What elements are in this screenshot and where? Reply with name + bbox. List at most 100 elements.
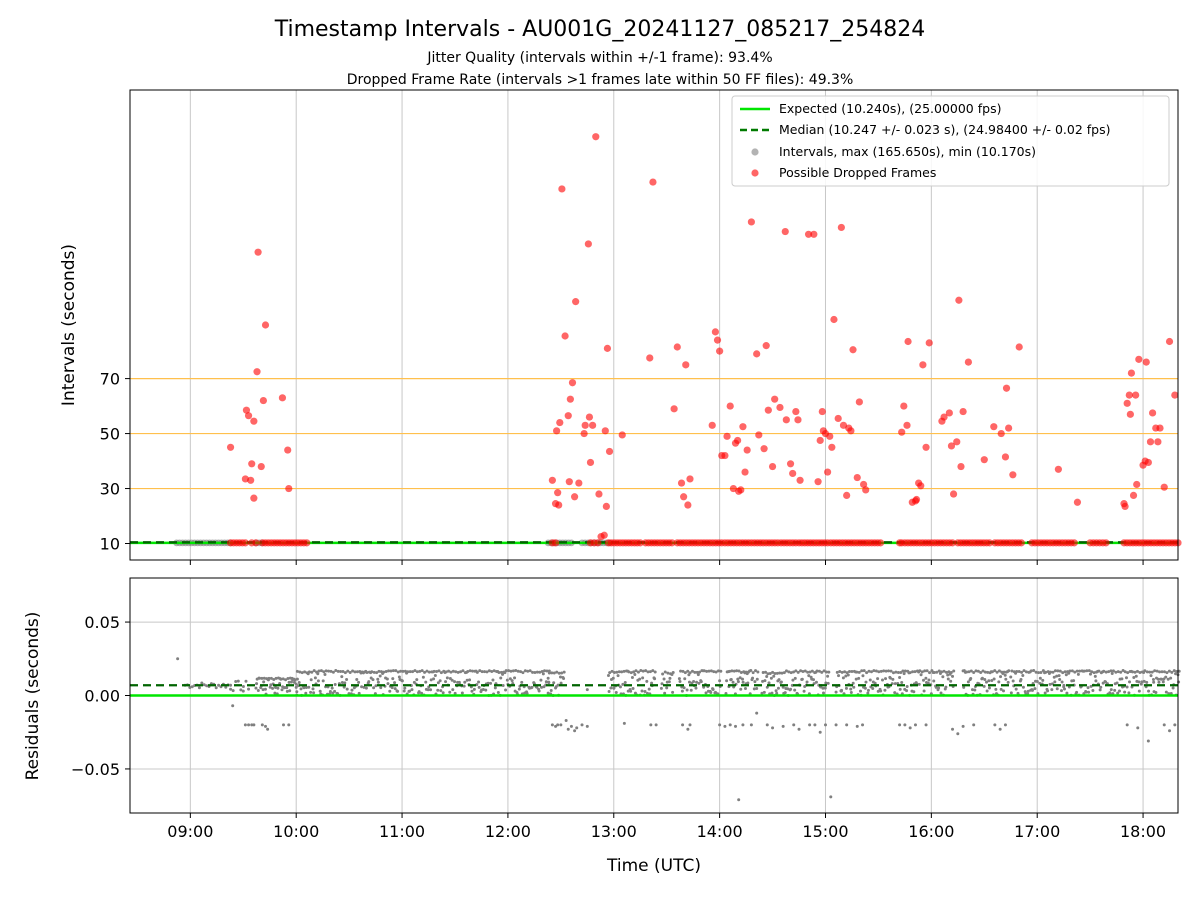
dropped-frame-point (241, 539, 249, 547)
residual-point (761, 670, 765, 674)
dropped-frame-point (303, 539, 311, 547)
dropped-frame-point (1132, 391, 1140, 399)
residual-point (334, 669, 338, 673)
residual-point (970, 688, 974, 692)
residual-point (741, 680, 745, 684)
residual-point (844, 674, 848, 678)
residual-outlier-point (818, 730, 822, 734)
residual-point (889, 669, 893, 673)
residual-outlier-point (765, 723, 769, 727)
residual-point (868, 678, 872, 682)
residual-outlier-point (1152, 680, 1156, 684)
dropped-frame-point (649, 178, 657, 186)
residual-point (952, 669, 956, 673)
dropped-frame-point (592, 133, 600, 141)
residual-point (789, 687, 793, 691)
residual-point (621, 682, 625, 686)
residual-outlier-point (247, 723, 251, 727)
residual-outlier-point (734, 724, 738, 728)
residual-point (755, 677, 759, 681)
residual-point (694, 686, 698, 690)
residual-point (822, 691, 826, 695)
xtick-label-5: 14:00 (697, 822, 743, 841)
dropped-frame-point (900, 402, 908, 410)
residual-point (489, 681, 493, 685)
legend-dropped-label: Possible Dropped Frames (779, 165, 936, 180)
dropped-frame-point (711, 328, 719, 336)
residual-point (336, 669, 340, 673)
residual-point (236, 679, 240, 683)
residual-outlier-point (956, 732, 960, 736)
dropped-frame-point (904, 337, 912, 346)
residual-point (995, 670, 999, 674)
residual-point (1053, 669, 1057, 673)
residual-point (285, 686, 289, 690)
dropped-frame-point (581, 421, 589, 429)
residual-point (761, 679, 765, 683)
dropped-frame-point (589, 421, 597, 429)
dropped-frame-point (595, 490, 603, 498)
residual-point (644, 669, 648, 673)
residual-point (478, 669, 482, 673)
residual-outlier-point (281, 723, 285, 727)
dropped-frame-point (830, 315, 838, 324)
residual-point (908, 671, 912, 675)
residual-point (854, 677, 858, 681)
dropped-frame-point (843, 491, 851, 500)
residual-point (754, 669, 758, 673)
residual-point (823, 686, 827, 690)
residual-point (224, 685, 228, 689)
residual-point (678, 679, 682, 683)
residual-point (1052, 675, 1056, 679)
residual-point (622, 669, 626, 673)
residual-point (286, 676, 290, 680)
dropped-frame-point (957, 462, 965, 471)
residual-point (1128, 680, 1132, 684)
dropped-frame-point (789, 469, 797, 478)
residual-point (645, 679, 649, 683)
residual-point (846, 673, 850, 677)
residual-point (454, 670, 458, 674)
residual-point (711, 688, 715, 692)
residual-point (1087, 690, 1091, 694)
dropped-frame-point (949, 490, 958, 498)
dropped-frame-point (248, 460, 256, 468)
residual-point (295, 669, 299, 673)
residual-point (433, 673, 437, 677)
residual-point (451, 688, 455, 692)
residual-point (289, 680, 293, 684)
residual-point (860, 669, 864, 673)
residual-point (923, 669, 927, 673)
dropped-frame-point (1171, 391, 1179, 399)
residual-point (661, 672, 665, 676)
xtick-label-2: 11:00 (379, 822, 425, 841)
residual-point (390, 686, 394, 690)
x-axis-label: Time (UTC) (606, 856, 701, 876)
residual-point (685, 688, 689, 692)
residual-point (449, 670, 453, 674)
residual-point (1021, 685, 1025, 689)
residual-point (627, 670, 631, 674)
residual-point (636, 670, 640, 674)
residual-point (743, 687, 747, 691)
residual-point (1014, 687, 1018, 691)
residual-point (645, 691, 649, 695)
residual-point (947, 670, 951, 674)
residual-point (1068, 669, 1072, 673)
residual-point (826, 674, 830, 678)
residual-point (702, 669, 706, 673)
residual-point (231, 689, 235, 693)
residual-outlier-point (961, 724, 965, 728)
dropped-frame-point (818, 407, 826, 416)
residual-point (1149, 674, 1153, 678)
residual-point (849, 690, 853, 694)
residual-point (792, 670, 796, 674)
residual-outlier-point (554, 724, 558, 728)
residual-point (817, 669, 821, 673)
residual-point (1126, 671, 1130, 675)
dropped-frame-point (1002, 384, 1011, 392)
residual-point (773, 671, 777, 675)
dropped-frame-point (686, 475, 694, 483)
residual-point (1117, 689, 1121, 693)
residual-outlier-point (813, 723, 817, 727)
